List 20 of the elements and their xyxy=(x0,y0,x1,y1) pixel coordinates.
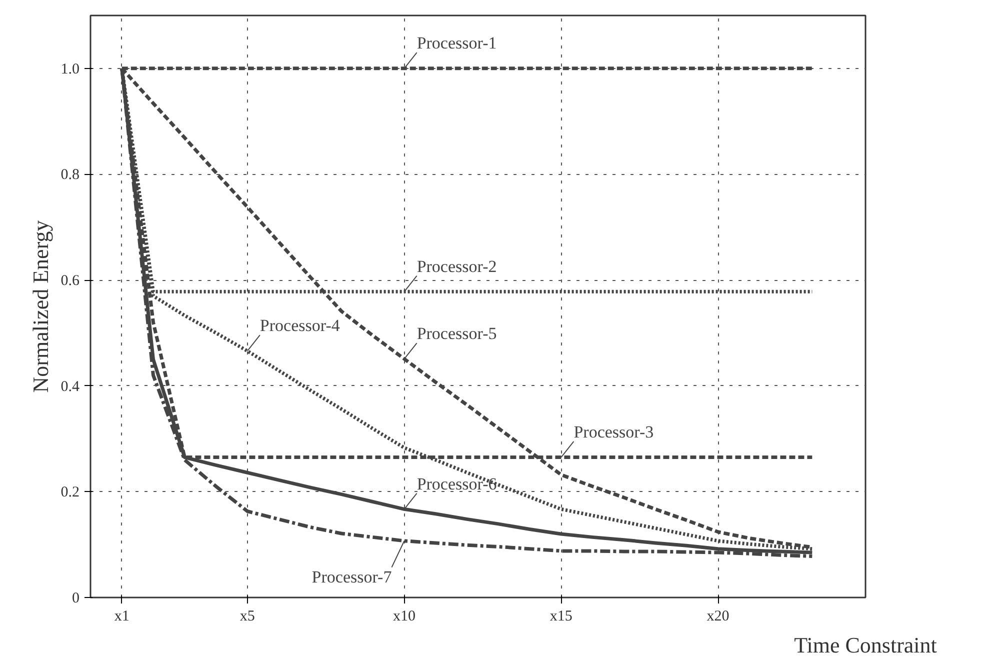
y-tick-label: 0 xyxy=(72,590,80,606)
annotation: Processor-3 xyxy=(574,422,654,442)
x-axis-title: Time Constraint xyxy=(794,632,937,658)
x-tick-label: x15 xyxy=(550,608,572,624)
annotation: Processor-5 xyxy=(416,324,497,344)
y-tick-label: 0.6 xyxy=(60,273,80,290)
x-tick-label: x1 xyxy=(114,608,130,624)
annotation: Processor-7 xyxy=(312,567,392,586)
y-tick-label: 0.2 xyxy=(60,484,80,501)
y-axis-title: Normalized Energy xyxy=(28,220,53,393)
annotation: Processor-1 xyxy=(416,34,497,53)
y-tick-label: 0.8 xyxy=(60,167,80,184)
x-tick-label: x20 xyxy=(706,608,730,624)
x-tick-label: x5 xyxy=(240,608,255,624)
annotation: Processor-2 xyxy=(416,256,497,276)
annotation: Processor-6 xyxy=(416,474,497,494)
y-tick-label: 1.0 xyxy=(60,61,80,78)
y-tick-label: 0.4 xyxy=(60,378,80,395)
x-tick-label: x10 xyxy=(393,608,416,624)
annotation: Processor-4 xyxy=(260,316,340,336)
